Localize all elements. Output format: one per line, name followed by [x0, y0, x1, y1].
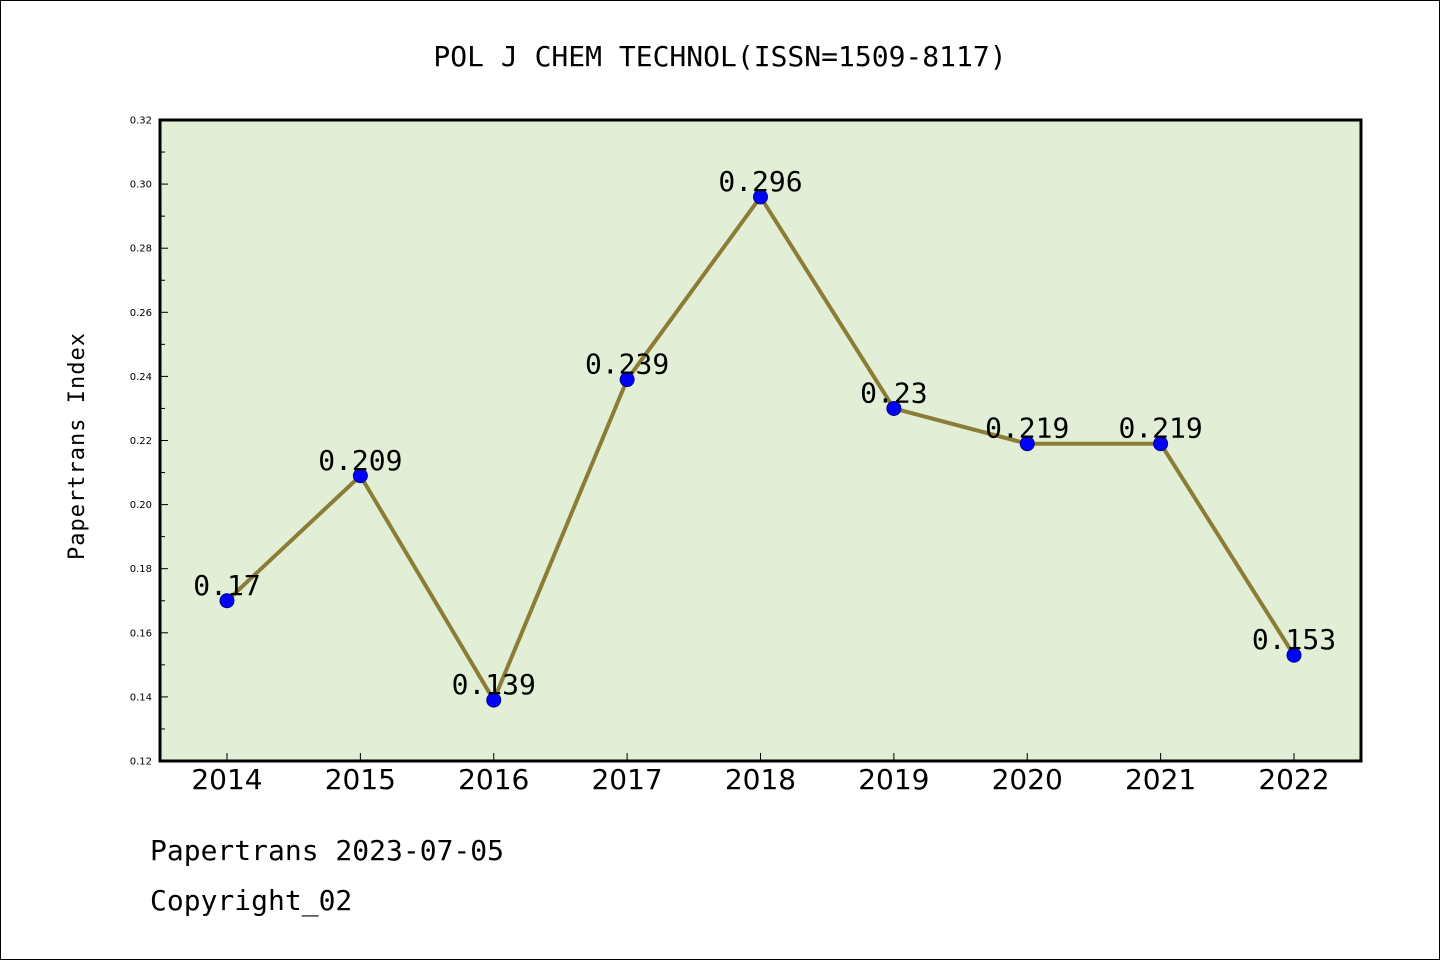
y-tick-label: 0.20	[130, 500, 152, 511]
data-point	[1019, 436, 1035, 452]
data-label: 0.23	[860, 376, 927, 409]
footer-copyright: Copyright_02	[150, 884, 353, 917]
y-tick-label: 0.30	[130, 180, 152, 191]
data-point	[619, 372, 635, 388]
data-label: 0.296	[718, 165, 802, 198]
data-point	[1153, 436, 1169, 452]
y-axis-label: Papertrans Index	[65, 332, 90, 560]
y-tick-label: 0.22	[130, 436, 152, 447]
y-tick-label: 0.14	[130, 692, 152, 703]
x-tick-label: 2021	[1125, 763, 1196, 796]
data-point	[1286, 647, 1302, 663]
x-tick-label: 2022	[1258, 763, 1329, 796]
data-labels: 0.17 0.209 0.139 0.239 0.296 0.23 0.219 0.219 0.…	[193, 165, 1336, 701]
y-tick-label: 0.26	[130, 308, 152, 319]
x-tick-label: 2019	[858, 763, 929, 796]
y-tick-label: 0.32	[130, 116, 152, 127]
data-label: 0.17	[193, 569, 260, 602]
data-label: 0.153	[1252, 623, 1336, 656]
x-tick-label: 2020	[992, 763, 1063, 796]
data-point	[753, 189, 768, 205]
series-layer	[219, 189, 1302, 708]
y-tick-label: 0.28	[130, 244, 152, 255]
data-label: 0.219	[985, 412, 1069, 445]
data-point	[486, 692, 502, 708]
y-tick-label: 0.16	[130, 628, 152, 639]
data-label: 0.209	[318, 444, 402, 477]
x-axis-ticks: 2014 2015 2016 2017 2018 2019 2020 2021 2022	[191, 753, 1330, 796]
x-tick-label: 2017	[591, 763, 662, 796]
footer-date: Papertrans 2023-07-05	[150, 834, 505, 867]
y-tick-label: 0.24	[130, 372, 152, 383]
data-point	[352, 468, 368, 484]
plot-border	[158, 118, 1363, 763]
y-tick-label: 0.12	[130, 757, 152, 768]
data-label: 0.239	[585, 348, 669, 381]
y-tick-label: 0.18	[130, 564, 152, 575]
chart-title: POL J CHEM TECHNOL(ISSN=1509-8117)	[433, 40, 1006, 73]
data-label: 0.219	[1118, 412, 1202, 445]
x-tick-label: 2015	[325, 763, 396, 796]
x-tick-label: 2016	[458, 763, 529, 796]
data-point	[219, 593, 235, 609]
data-point	[886, 400, 902, 416]
data-label: 0.139	[452, 668, 536, 701]
x-tick-label: 2018	[725, 763, 796, 796]
x-tick-label: 2014	[191, 763, 262, 796]
